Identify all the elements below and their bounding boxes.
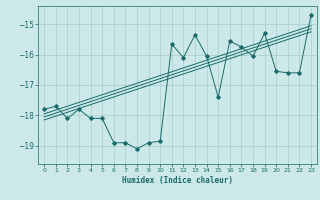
X-axis label: Humidex (Indice chaleur): Humidex (Indice chaleur) — [122, 176, 233, 185]
